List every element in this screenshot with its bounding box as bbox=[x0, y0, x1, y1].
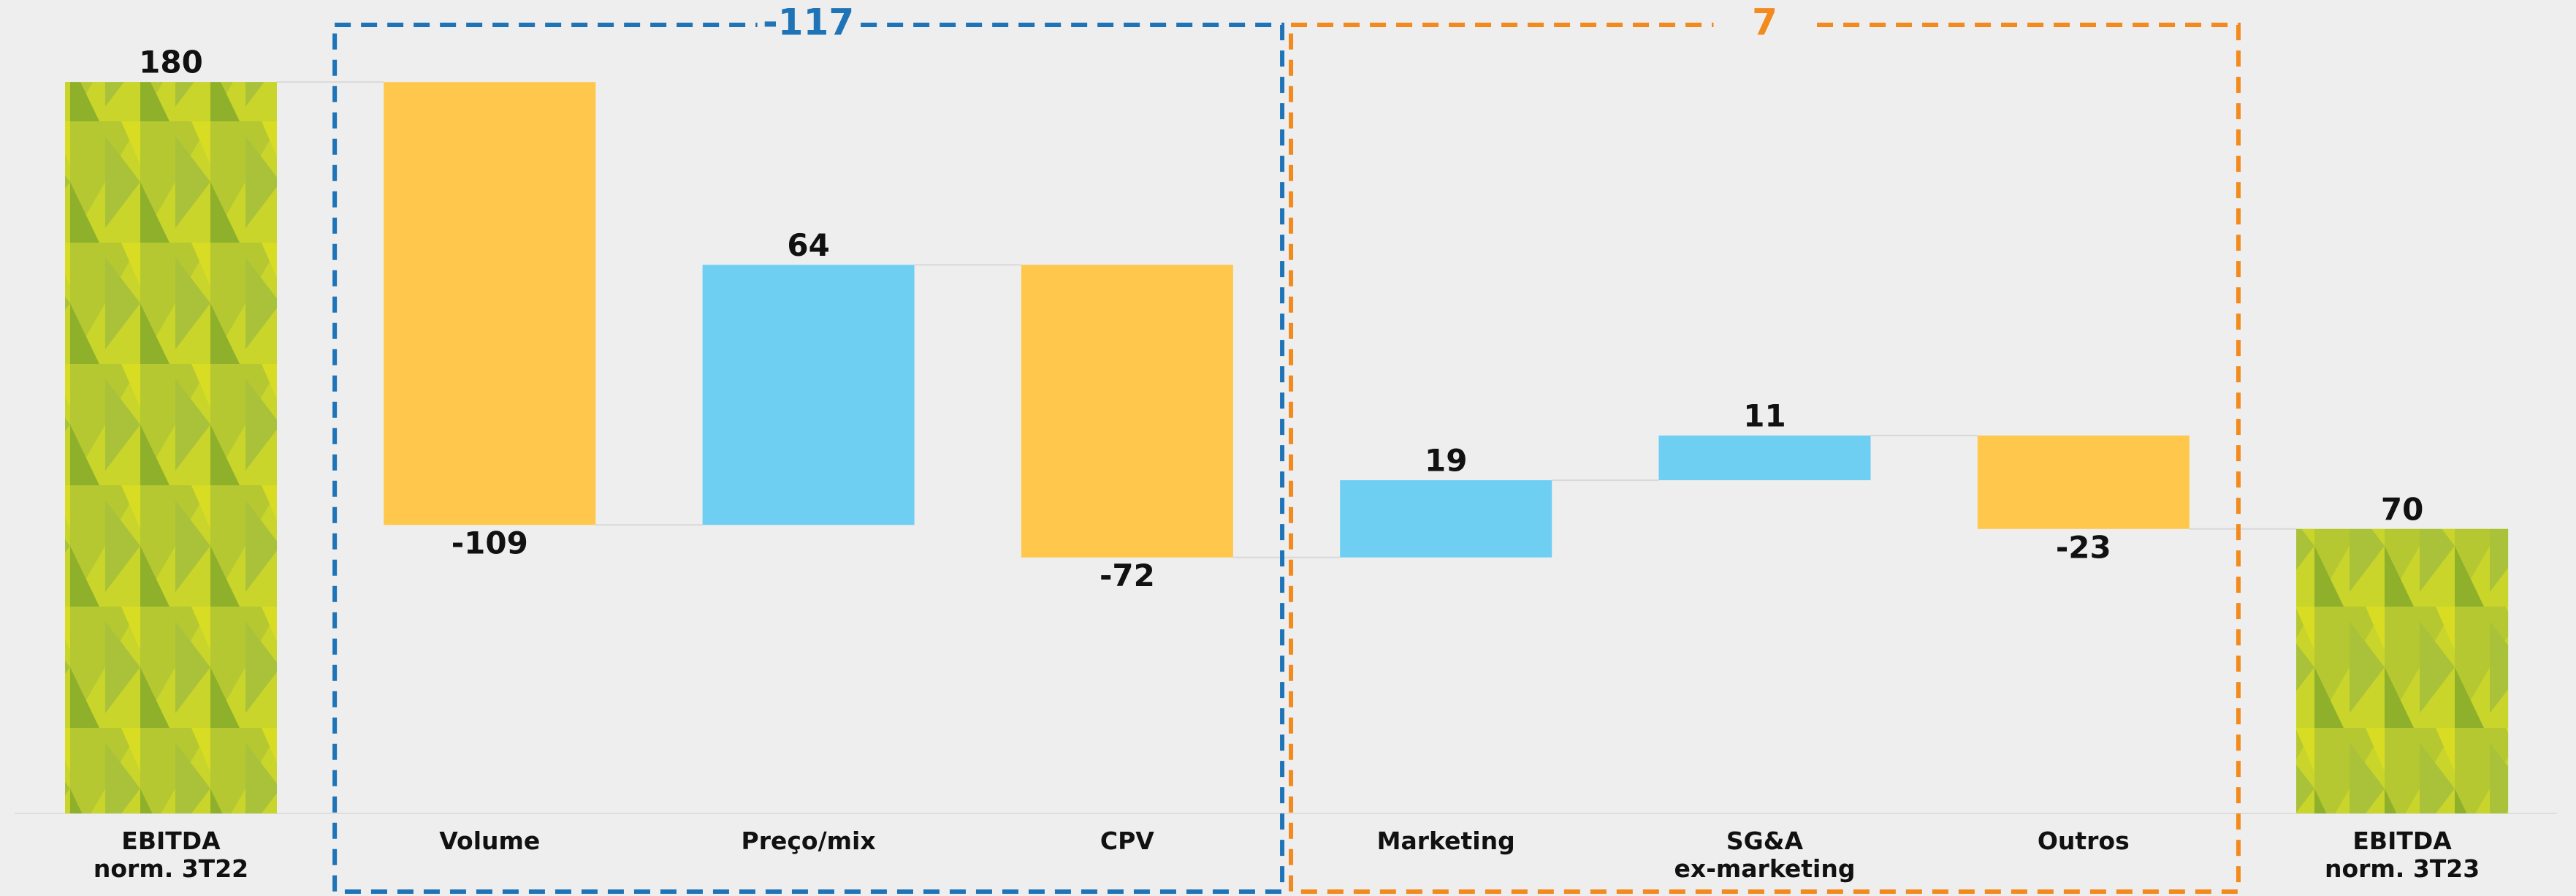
value-label: 180 bbox=[139, 45, 203, 80]
bar bbox=[703, 265, 915, 525]
value-label: -23 bbox=[2056, 529, 2111, 565]
bar bbox=[1021, 265, 1233, 557]
category-label: Outros bbox=[1937, 827, 2230, 855]
value-label: 70 bbox=[2381, 491, 2423, 527]
group-label: 7 bbox=[1752, 1, 1777, 44]
bar bbox=[65, 82, 277, 813]
bar bbox=[1659, 436, 1871, 480]
category-label: Marketing bbox=[1300, 827, 1592, 855]
bar bbox=[1340, 480, 1552, 558]
page: 180-10964-721911-2370-1177 (() => { cons… bbox=[0, 0, 2576, 896]
category-label: Volume bbox=[343, 827, 636, 855]
category-label: SG&A ex-marketing bbox=[1619, 827, 1911, 883]
value-label: -72 bbox=[1100, 558, 1155, 593]
value-label: 11 bbox=[1743, 398, 1786, 433]
category-label: CPV bbox=[981, 827, 1273, 855]
category-label: EBITDA norm. 3T22 bbox=[25, 827, 317, 883]
bar bbox=[384, 82, 595, 525]
category-label: Preço/mix bbox=[663, 827, 955, 855]
category-label: EBITDA norm. 3T23 bbox=[2256, 827, 2548, 883]
chart: 180 -109 64 -72 19 11 -23 70 -117 7 bbox=[0, 0, 2576, 896]
value-label: 64 bbox=[787, 227, 829, 263]
group-label: -117 bbox=[763, 1, 854, 44]
value-label: -109 bbox=[451, 525, 528, 561]
value-label: 19 bbox=[1425, 443, 1467, 479]
bar bbox=[2296, 529, 2508, 813]
bar bbox=[1978, 436, 2190, 529]
